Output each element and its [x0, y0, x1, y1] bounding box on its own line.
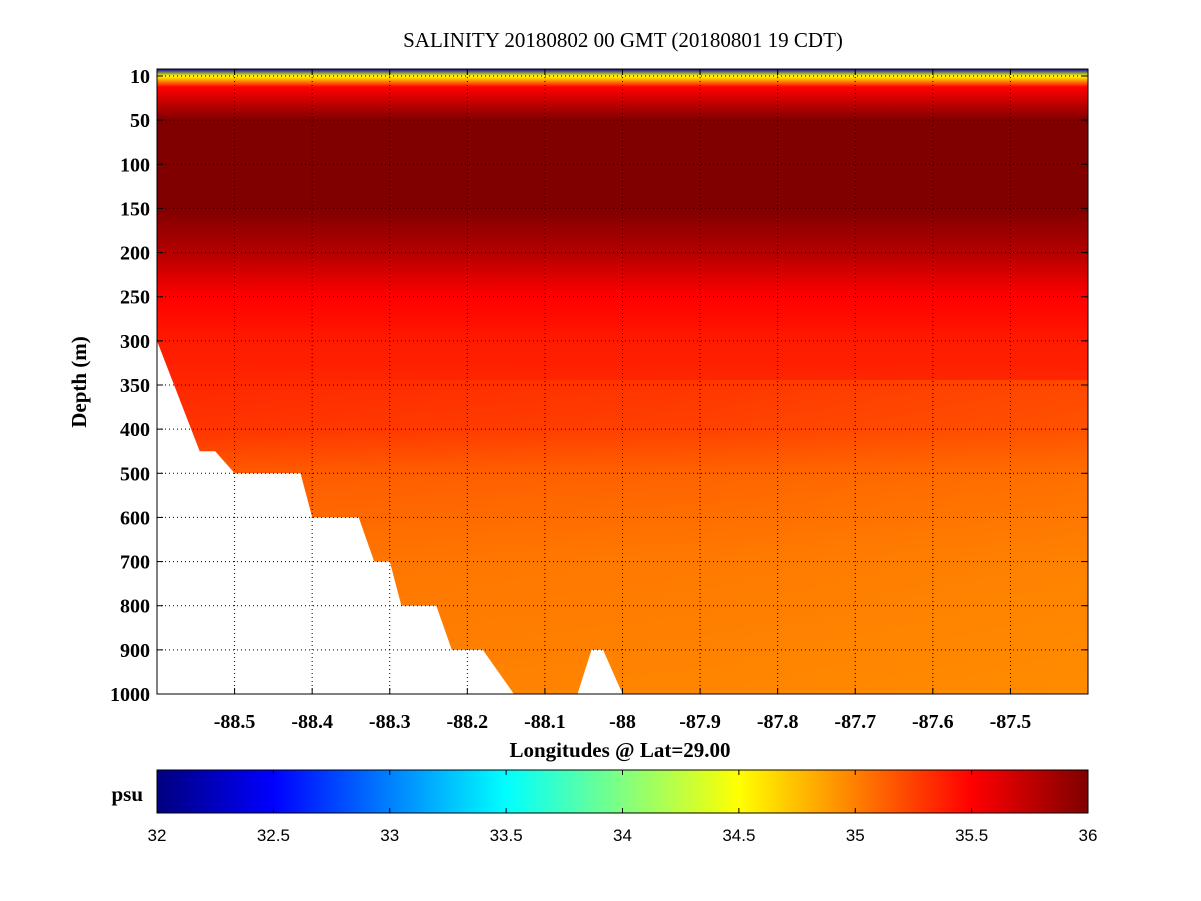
colorbar: 32 32.5 33 33.5 34 34.5 35 35.5 36 psu — [111, 769, 1098, 845]
x-tick-label: -88.2 — [446, 711, 488, 733]
colorbar-tick-label: 36 — [1079, 826, 1098, 845]
y-tick-label: 100 — [120, 154, 150, 176]
colorbar-tick-label: 32.5 — [257, 826, 290, 845]
x-tick-label: -88.5 — [214, 711, 256, 733]
x-tick-label: -88.3 — [369, 711, 411, 733]
x-tick-label: -87.7 — [834, 711, 876, 733]
y-tick-label: 800 — [120, 596, 150, 618]
x-tick-label: -87.5 — [990, 711, 1032, 733]
y-tick-label: 150 — [120, 198, 150, 220]
x-tick-label: -88.1 — [524, 711, 566, 733]
y-tick-label: 400 — [120, 419, 150, 441]
y-tick-label: 1000 — [110, 684, 150, 706]
colorbar-tick-label: 34.5 — [722, 826, 755, 845]
x-tick-label: -88 — [609, 711, 636, 733]
y-tick-label: 200 — [120, 243, 150, 265]
y-axis-ticks: 10 50 100 150 200 250 300 350 400 500 600 700 800 900… — [110, 66, 1088, 706]
y-axis-label: Depth (m) — [67, 336, 91, 428]
colorbar-tick-label: 35.5 — [955, 826, 988, 845]
colorbar-tick-label: 35 — [846, 826, 865, 845]
y-tick-label: 50 — [130, 110, 150, 132]
chart-title: SALINITY 20180802 00 GMT (20180801 19 CD… — [403, 28, 843, 52]
plot-area: -88.5 -88.4 -88.3 -88.2 -88.1 -88 -87.9 -87.8 -8… — [110, 66, 1089, 733]
x-axis-label: Longitudes @ Lat=29.00 — [509, 738, 730, 762]
x-axis-ticks: -88.5 -88.4 -88.3 -88.2 -88.1 -88 -87.9 -87.8 -8… — [214, 69, 1032, 733]
y-tick-label: 900 — [120, 640, 150, 662]
y-tick-label: 600 — [120, 507, 150, 529]
colorbar-label: psu — [111, 782, 143, 806]
y-tick-label: 350 — [120, 375, 150, 397]
colorbar-ticks: 32 32.5 33 33.5 34 34.5 35 35.5 36 — [148, 770, 1098, 845]
y-tick-label: 10 — [130, 66, 150, 88]
grid-lines — [157, 69, 1088, 695]
colorbar-gradient — [156, 769, 1089, 814]
y-tick-label: 700 — [120, 552, 150, 574]
x-tick-label: -87.6 — [912, 711, 954, 733]
colorbar-tick-label: 34 — [613, 826, 632, 845]
colorbar-tick-label: 32 — [148, 826, 167, 845]
x-tick-label: -87.9 — [679, 711, 721, 733]
y-tick-label: 300 — [120, 331, 150, 353]
x-tick-label: -88.4 — [291, 711, 333, 733]
x-tick-label: -87.8 — [757, 711, 799, 733]
y-tick-label: 500 — [120, 463, 150, 485]
colorbar-tick-label: 33.5 — [490, 826, 523, 845]
y-tick-label: 250 — [120, 287, 150, 309]
colorbar-tick-label: 33 — [380, 826, 399, 845]
